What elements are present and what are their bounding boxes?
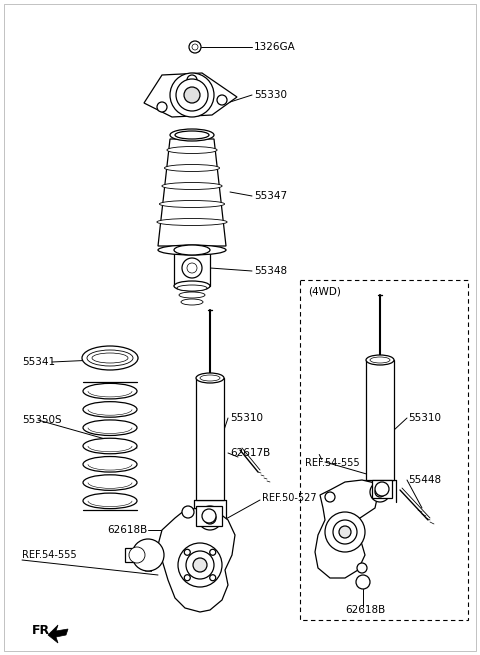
Ellipse shape bbox=[366, 355, 394, 365]
Ellipse shape bbox=[165, 164, 219, 172]
Circle shape bbox=[184, 550, 190, 555]
Polygon shape bbox=[315, 480, 378, 578]
Ellipse shape bbox=[159, 200, 225, 208]
Circle shape bbox=[210, 550, 216, 555]
Ellipse shape bbox=[162, 183, 222, 189]
Ellipse shape bbox=[181, 299, 203, 305]
Ellipse shape bbox=[174, 281, 210, 291]
Circle shape bbox=[375, 487, 385, 497]
Circle shape bbox=[129, 547, 145, 563]
Circle shape bbox=[325, 492, 335, 502]
Bar bbox=[196, 378, 224, 500]
Text: (4WD): (4WD) bbox=[308, 287, 341, 297]
Text: FR.: FR. bbox=[32, 624, 55, 637]
Text: 1326GA: 1326GA bbox=[254, 42, 296, 52]
Text: 62618B: 62618B bbox=[107, 525, 147, 535]
Ellipse shape bbox=[157, 219, 227, 225]
Bar bbox=[372, 480, 392, 498]
Polygon shape bbox=[48, 625, 68, 643]
Ellipse shape bbox=[83, 457, 137, 472]
Circle shape bbox=[170, 73, 214, 117]
Ellipse shape bbox=[82, 346, 138, 370]
Circle shape bbox=[157, 102, 167, 112]
Ellipse shape bbox=[83, 438, 137, 454]
Circle shape bbox=[187, 75, 197, 85]
Circle shape bbox=[184, 574, 190, 581]
Circle shape bbox=[198, 506, 222, 530]
Ellipse shape bbox=[167, 147, 217, 153]
Polygon shape bbox=[158, 139, 226, 246]
Circle shape bbox=[132, 539, 164, 571]
Circle shape bbox=[217, 95, 227, 105]
Circle shape bbox=[187, 263, 197, 273]
Ellipse shape bbox=[174, 245, 210, 255]
Circle shape bbox=[357, 563, 367, 573]
Circle shape bbox=[370, 482, 390, 502]
Circle shape bbox=[204, 512, 216, 524]
Circle shape bbox=[182, 258, 202, 278]
Ellipse shape bbox=[83, 402, 137, 417]
Text: REF.54-555: REF.54-555 bbox=[305, 458, 360, 468]
Bar bbox=[125, 548, 149, 562]
Circle shape bbox=[356, 575, 370, 589]
Ellipse shape bbox=[83, 420, 137, 436]
Text: REF.54-555: REF.54-555 bbox=[22, 550, 77, 560]
Circle shape bbox=[176, 79, 208, 111]
Circle shape bbox=[339, 526, 351, 538]
Ellipse shape bbox=[179, 292, 205, 298]
Bar bbox=[366, 360, 394, 480]
Circle shape bbox=[192, 44, 198, 50]
Ellipse shape bbox=[177, 285, 207, 291]
Text: 55348: 55348 bbox=[254, 266, 287, 276]
Ellipse shape bbox=[87, 350, 133, 366]
Ellipse shape bbox=[170, 129, 214, 141]
Circle shape bbox=[193, 558, 207, 572]
Ellipse shape bbox=[158, 245, 226, 255]
Ellipse shape bbox=[200, 375, 220, 381]
Ellipse shape bbox=[83, 493, 137, 509]
Circle shape bbox=[202, 509, 216, 523]
Ellipse shape bbox=[196, 373, 224, 383]
Bar bbox=[196, 506, 222, 526]
Text: 55350S: 55350S bbox=[22, 415, 61, 425]
Polygon shape bbox=[144, 73, 237, 117]
Ellipse shape bbox=[92, 353, 128, 363]
Bar bbox=[174, 250, 210, 286]
Text: 55310: 55310 bbox=[408, 413, 441, 423]
Ellipse shape bbox=[175, 131, 209, 139]
Ellipse shape bbox=[83, 475, 137, 491]
Bar bbox=[191, 43, 199, 51]
Circle shape bbox=[186, 551, 214, 579]
Text: 55347: 55347 bbox=[254, 191, 287, 201]
Circle shape bbox=[184, 87, 200, 103]
Text: 62617B: 62617B bbox=[230, 448, 270, 458]
Polygon shape bbox=[158, 508, 235, 612]
Circle shape bbox=[333, 520, 357, 544]
Ellipse shape bbox=[370, 357, 390, 363]
Circle shape bbox=[189, 41, 201, 53]
Circle shape bbox=[178, 543, 222, 587]
Circle shape bbox=[325, 512, 365, 552]
Ellipse shape bbox=[83, 383, 137, 399]
Bar bbox=[300, 280, 468, 620]
Text: 62618B: 62618B bbox=[345, 605, 385, 615]
Text: 55310: 55310 bbox=[230, 413, 263, 423]
Text: REF.50-527: REF.50-527 bbox=[262, 493, 317, 503]
Circle shape bbox=[375, 482, 389, 496]
Circle shape bbox=[182, 506, 194, 518]
Circle shape bbox=[210, 574, 216, 581]
Text: 55341: 55341 bbox=[22, 357, 55, 367]
Text: 55330: 55330 bbox=[254, 90, 287, 100]
Text: 55448: 55448 bbox=[408, 475, 441, 485]
